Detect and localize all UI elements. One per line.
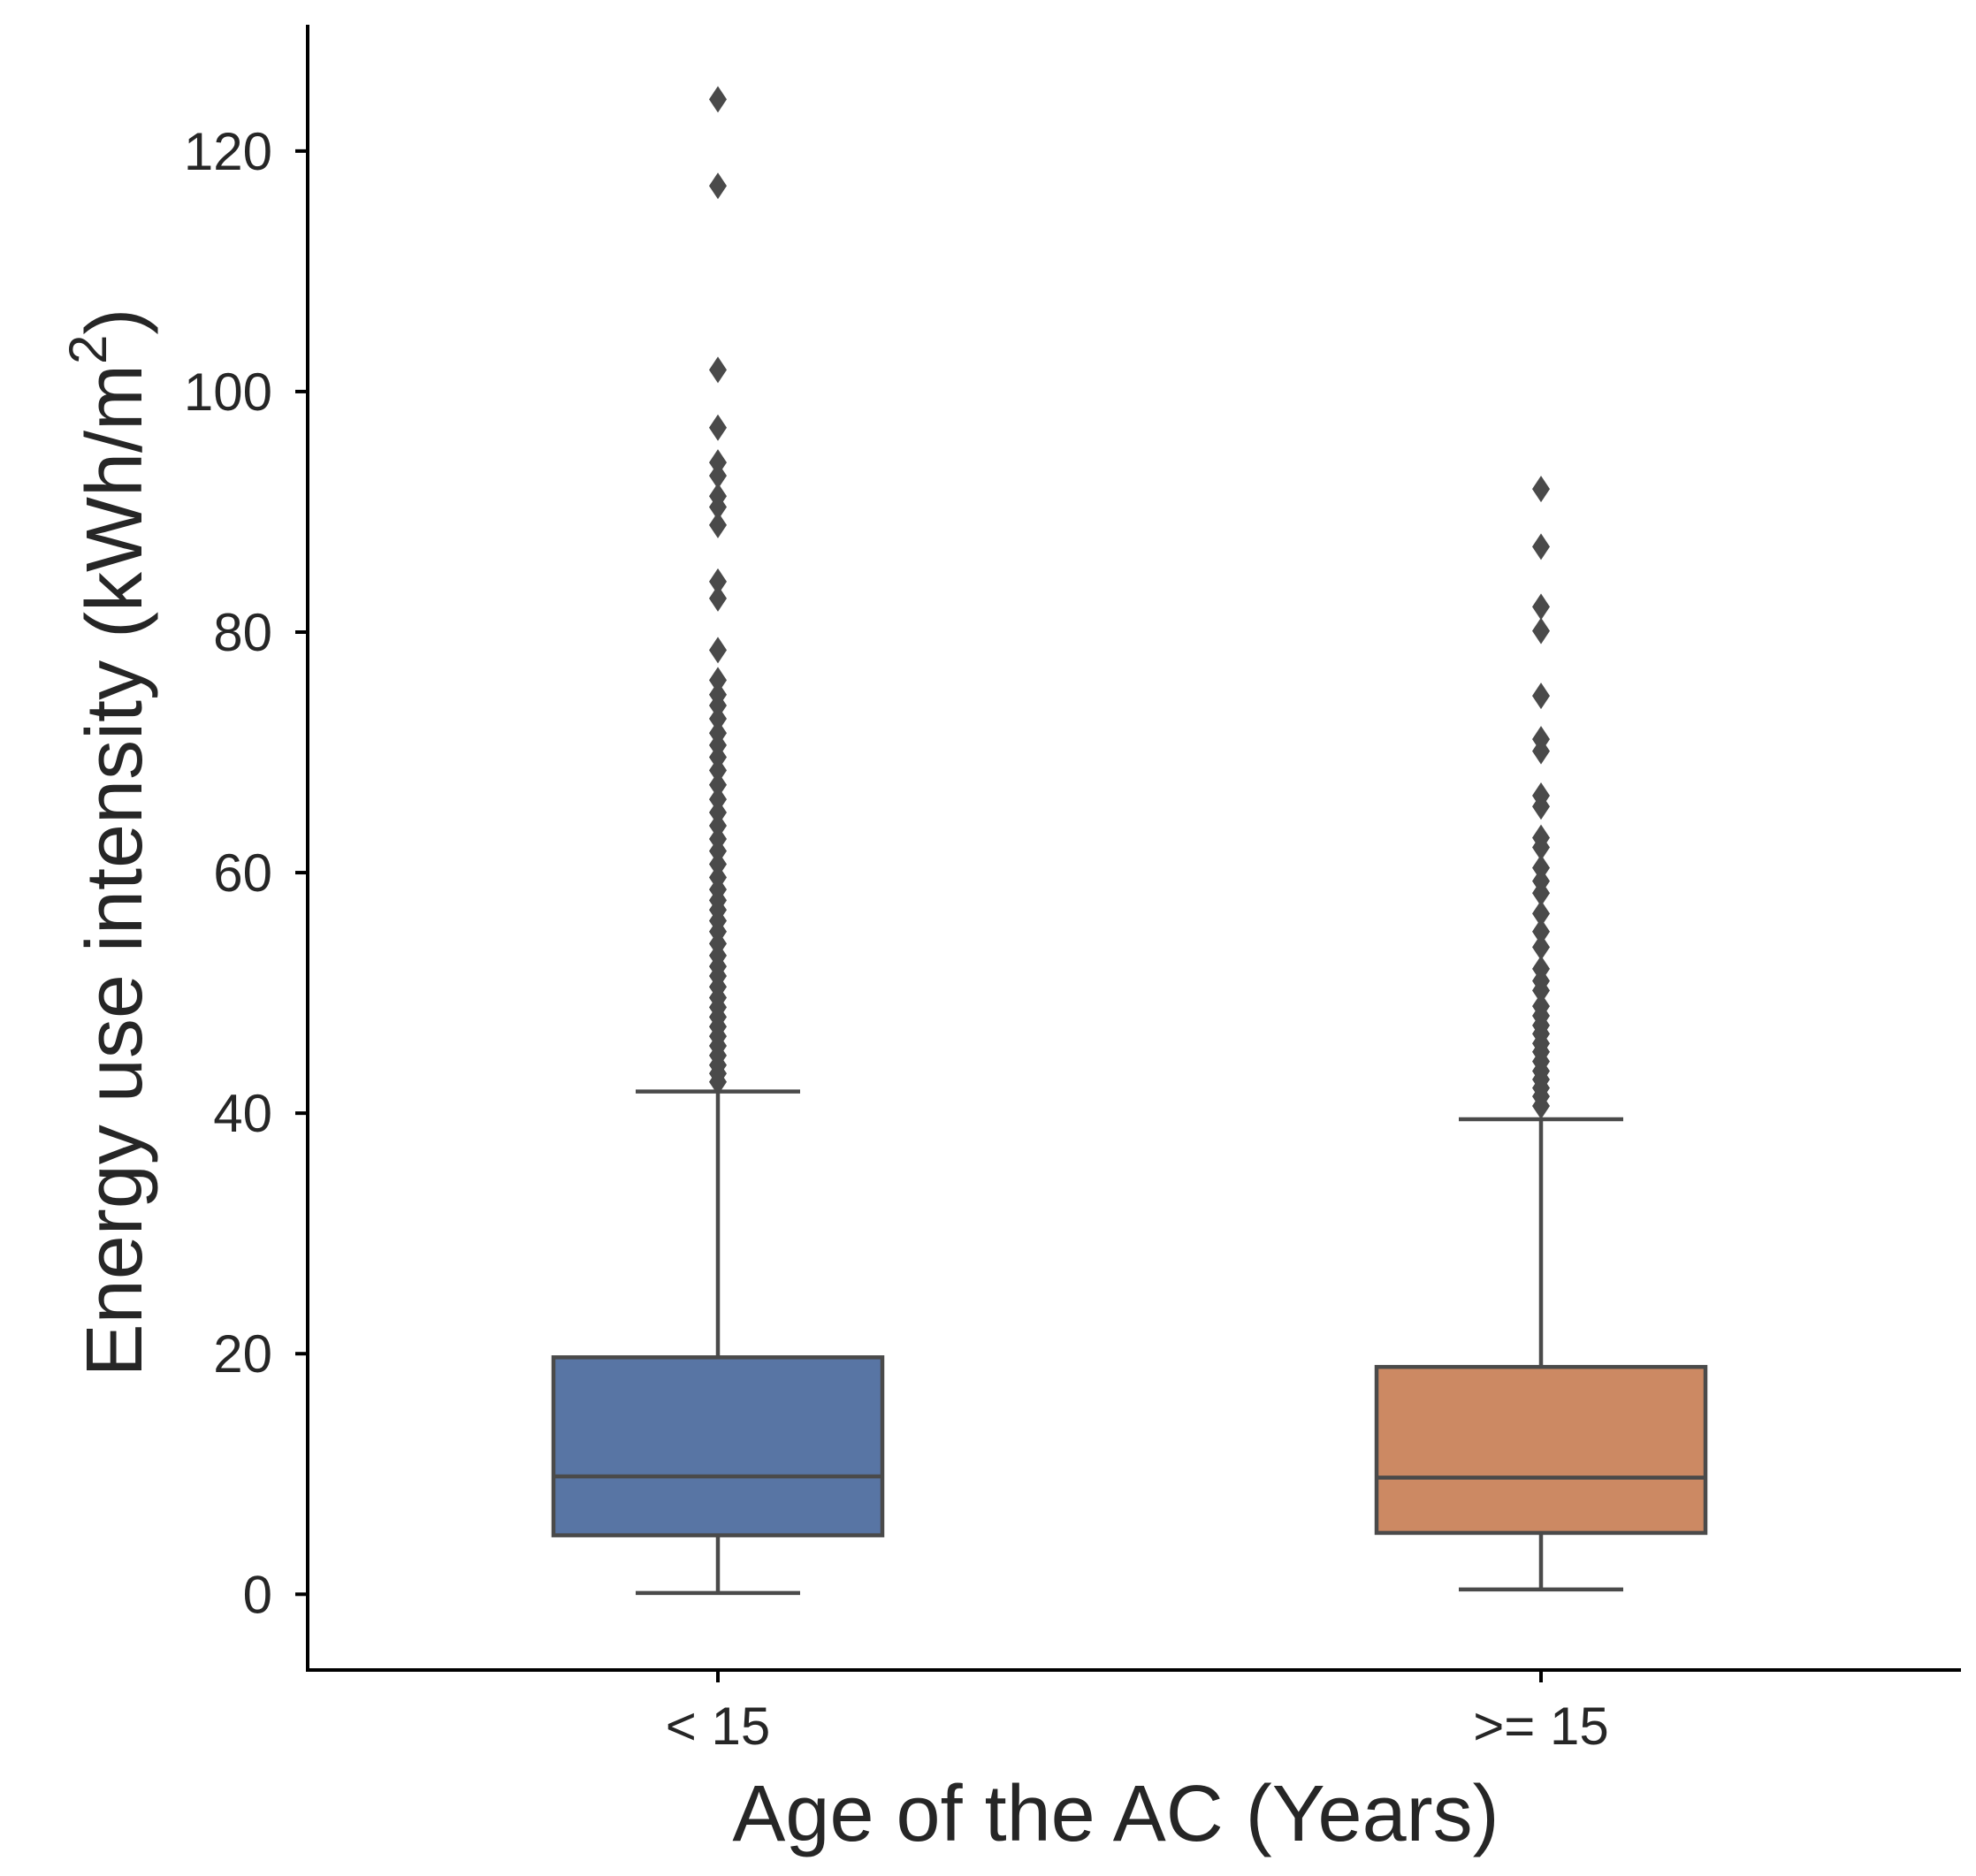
y-axis-title-main: Energy use intensity (kWh/m [71, 364, 159, 1376]
box-iqr [1374, 1364, 1708, 1536]
y-tick-label: 120 [184, 122, 272, 181]
y-axis-title-superscript: 2 [58, 335, 118, 364]
y-tick-label: 20 [213, 1324, 272, 1384]
x-tick-label: < 15 [666, 1697, 770, 1756]
outlier-point [1532, 880, 1550, 907]
y-tick-label: 0 [243, 1565, 272, 1624]
outlier-point [1532, 1092, 1550, 1119]
outlier-point [709, 637, 727, 664]
outlier-point [709, 356, 727, 384]
outlier-point [1532, 900, 1550, 927]
y-tick-label: 60 [213, 843, 272, 903]
outlier-point [709, 771, 727, 798]
outlier-point [1532, 737, 1550, 765]
y-ticks: 0 20 40 60 80 100 120 [184, 122, 308, 1624]
outlier-point [1532, 593, 1550, 621]
outlier-point [709, 414, 727, 441]
outlier-point [709, 493, 727, 521]
outlier-point [1532, 683, 1550, 710]
outlier-point [709, 86, 727, 113]
outlier-point [1532, 533, 1550, 561]
outlier-point [709, 757, 727, 784]
boxes [551, 1089, 1708, 1596]
box-iqr [551, 1355, 885, 1537]
outlier-point [1532, 918, 1550, 945]
outlier-point [1532, 934, 1550, 961]
outlier-point [709, 462, 727, 490]
y-tick-label: 40 [213, 1084, 272, 1143]
outlier-point [1532, 977, 1550, 1004]
outlier-point [709, 1068, 727, 1095]
x-axis-title: Age of the AC (Years) [732, 1770, 1499, 1858]
outlier-points [709, 86, 1550, 1119]
y-axis-title: Energy use intensity (kWh/m2) [58, 309, 159, 1377]
outlier-point [709, 705, 727, 732]
y-tick-label: 80 [213, 603, 272, 662]
outlier-point [709, 172, 727, 200]
outlier-point [1532, 834, 1550, 861]
x-ticks: < 15 >= 15 [666, 1670, 1609, 1756]
outlier-point [709, 511, 727, 538]
outlier-point [1532, 617, 1550, 644]
y-axis-title-close: ) [71, 309, 159, 335]
x-tick-label: >= 15 [1473, 1697, 1609, 1756]
axes [306, 25, 1961, 1672]
outlier-point [709, 667, 727, 694]
outlier-point [1532, 476, 1550, 503]
outlier-point [709, 584, 727, 612]
outlier-point [709, 568, 727, 595]
outlier-point [1532, 793, 1550, 820]
y-tick-label: 100 [184, 362, 272, 422]
